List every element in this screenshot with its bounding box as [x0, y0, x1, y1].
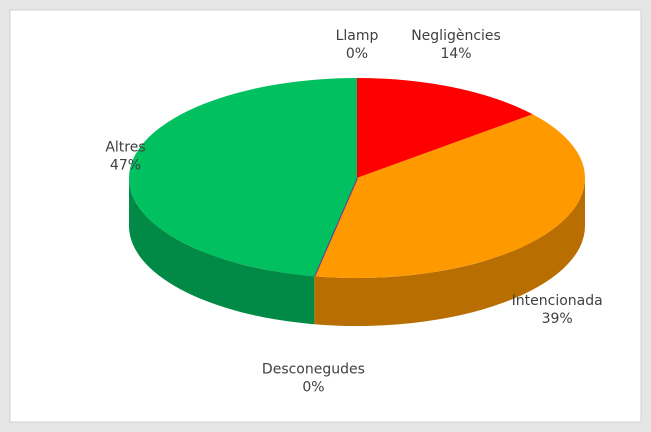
slice-side [129, 178, 315, 325]
data-label-name: Llamp [336, 28, 379, 44]
data-label-value: 47% [110, 157, 141, 173]
slice-side [314, 178, 585, 326]
slice [357, 78, 533, 178]
data-label-value: 0% [302, 379, 324, 395]
data-label-name: Desconegudes [262, 361, 365, 377]
data-label-value: 0% [346, 46, 368, 62]
data-label-value: 39% [542, 311, 573, 327]
data-label-name: Altres [105, 139, 145, 155]
data-label-value: 14% [440, 46, 471, 62]
slice [314, 114, 585, 279]
data-label-name: Intencionada [512, 293, 603, 309]
slice [129, 78, 357, 277]
data-label-name: Negligències [411, 28, 501, 44]
